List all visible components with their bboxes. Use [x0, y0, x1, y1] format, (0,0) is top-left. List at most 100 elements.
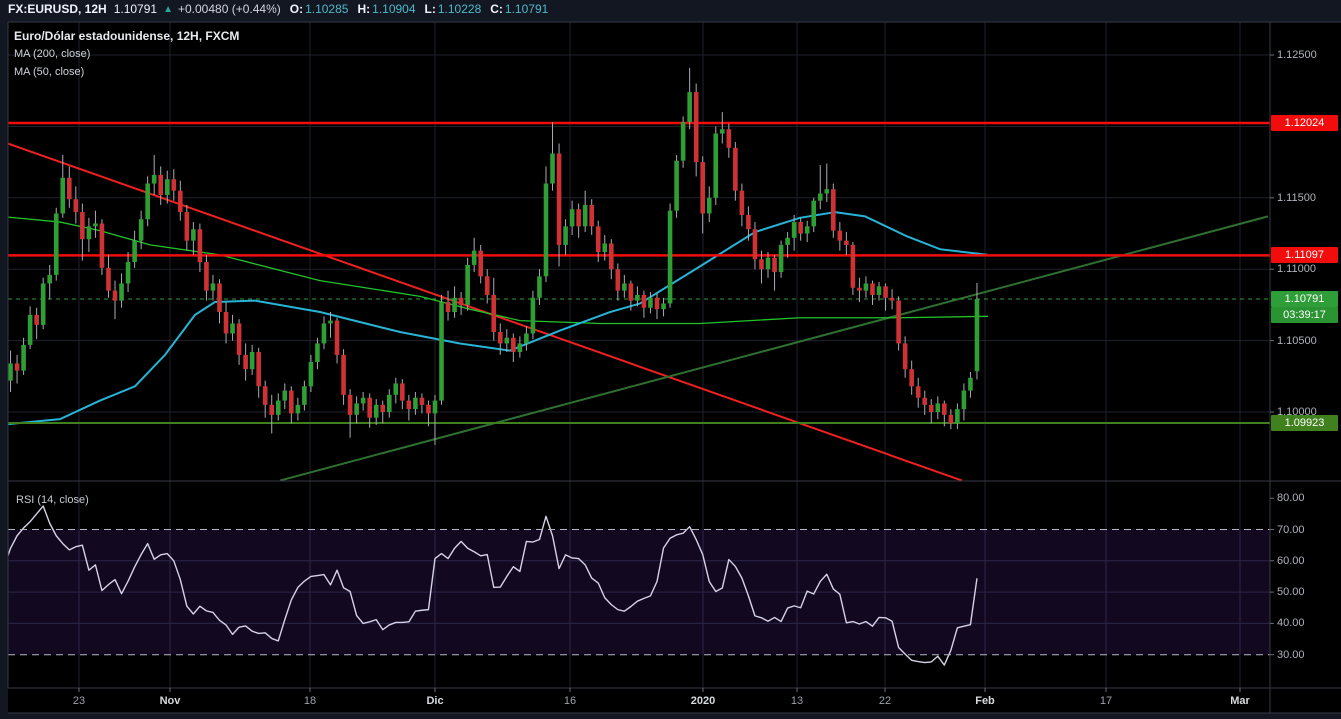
- candle-body: [269, 404, 275, 415]
- symbol-info-bar: FX:EURUSD, 12H 1.10791 ▲ +0.00480 (+0.44…: [8, 1, 548, 17]
- candle-body: [955, 409, 960, 424]
- time-tick-label: 17: [1099, 695, 1113, 707]
- candle-body: [798, 222, 803, 234]
- rsi-tick-label: 70.00: [1277, 523, 1305, 536]
- candle-body: [373, 404, 379, 418]
- close-value: 1.10791: [504, 2, 549, 16]
- candle-body: [844, 240, 849, 245]
- candle-body: [406, 400, 412, 410]
- candle-body: [132, 240, 137, 263]
- candle-body: [635, 294, 640, 301]
- candle-body: [720, 129, 725, 134]
- candle-body: [347, 394, 353, 415]
- time-tick-label: 18: [303, 695, 317, 707]
- candle-body: [262, 386, 268, 405]
- candle-body: [517, 343, 523, 353]
- ascending-support-trendline[interactable]: [279, 215, 1269, 481]
- candle-body: [171, 179, 177, 191]
- candle-body: [831, 189, 836, 231]
- rsi-indicator-label[interactable]: RSI (14, close): [16, 494, 89, 506]
- candle-body: [217, 283, 222, 313]
- candle-body: [308, 362, 314, 387]
- candle-body: [452, 297, 457, 313]
- candle-body: [961, 390, 967, 410]
- candle-body: [360, 397, 366, 404]
- price-tick-label: 1.11000: [1277, 263, 1316, 276]
- rsi-tick-label: 80.00: [1277, 492, 1305, 505]
- candle-body: [935, 403, 941, 412]
- candle-body: [563, 226, 568, 245]
- rsi-pane[interactable]: [4, 505, 978, 666]
- time-tick-label: Nov: [159, 695, 181, 707]
- candle-body: [772, 257, 777, 273]
- candle-body: [282, 390, 288, 401]
- grid: [8, 22, 1270, 688]
- candle-body: [804, 226, 810, 234]
- candle-body: [857, 287, 862, 291]
- candle-body: [837, 230, 843, 241]
- price-up-arrow-icon: ▲: [163, 3, 173, 15]
- candle-body: [145, 183, 150, 220]
- candle-body: [909, 369, 914, 387]
- time-tick-label: 13: [790, 695, 804, 707]
- plot-background: [8, 22, 1341, 713]
- candle-body: [34, 314, 39, 325]
- candle-body: [667, 210, 673, 304]
- candle-body: [230, 323, 235, 334]
- candle-body: [791, 222, 797, 238]
- candle-body: [138, 219, 144, 241]
- candle-body: [863, 283, 869, 291]
- candle-body: [582, 204, 588, 227]
- price-tick-label: 1.10500: [1277, 334, 1317, 347]
- price-tick-label: 1.12500: [1277, 49, 1317, 61]
- candle-body: [478, 250, 483, 277]
- candle-body: [778, 244, 784, 273]
- legend-symbol-title[interactable]: Euro/Dólar estadounidense, 12H, FXCM: [14, 29, 240, 43]
- candle-body: [334, 320, 340, 355]
- candle-body: [80, 212, 85, 240]
- candle-body: [328, 320, 333, 324]
- time-tick-label: 2020: [690, 695, 716, 707]
- time-tick-label: Dic: [426, 695, 444, 707]
- candle-body: [608, 243, 614, 270]
- candle-body: [14, 363, 20, 371]
- open-value: 1.10285: [305, 2, 349, 16]
- candle-body: [922, 397, 928, 405]
- candle-body: [504, 337, 510, 344]
- candle-body: [458, 297, 464, 305]
- candle-body: [47, 274, 53, 284]
- candle-body: [942, 403, 947, 415]
- candle-body: [615, 269, 621, 291]
- time-tick-label: Feb: [975, 695, 995, 707]
- candle-body: [413, 397, 418, 410]
- candle-body: [27, 314, 33, 345]
- legend-ma200-label[interactable]: MA (200, close): [14, 48, 91, 60]
- ma200-line[interactable]: [0, 216, 989, 325]
- candle-body: [530, 297, 536, 334]
- candle-body: [511, 337, 516, 353]
- candle-body: [432, 400, 438, 414]
- candle-body: [817, 193, 823, 201]
- candle-body: [883, 286, 888, 298]
- candle-body: [21, 344, 26, 371]
- candle-body: [674, 160, 679, 211]
- candle-body: [119, 283, 124, 301]
- candle-body: [465, 264, 470, 305]
- candle-body: [67, 177, 72, 200]
- candle-body: [602, 243, 608, 253]
- candle-body: [915, 386, 921, 398]
- candle-body: [315, 343, 320, 363]
- candle-body: [648, 297, 653, 308]
- candle-body: [896, 300, 901, 344]
- candle-body: [295, 404, 301, 414]
- ma50-line[interactable]: [0, 211, 989, 426]
- symbol-name[interactable]: FX:EURUSD, 12H: [8, 2, 107, 16]
- candle-body: [321, 323, 327, 344]
- candle-body: [400, 383, 405, 401]
- legend-ma50-label[interactable]: MA (50, close): [14, 66, 85, 78]
- candlestick-series[interactable]: [2, 67, 980, 445]
- candle-body: [811, 200, 817, 227]
- candle-body: [870, 283, 875, 295]
